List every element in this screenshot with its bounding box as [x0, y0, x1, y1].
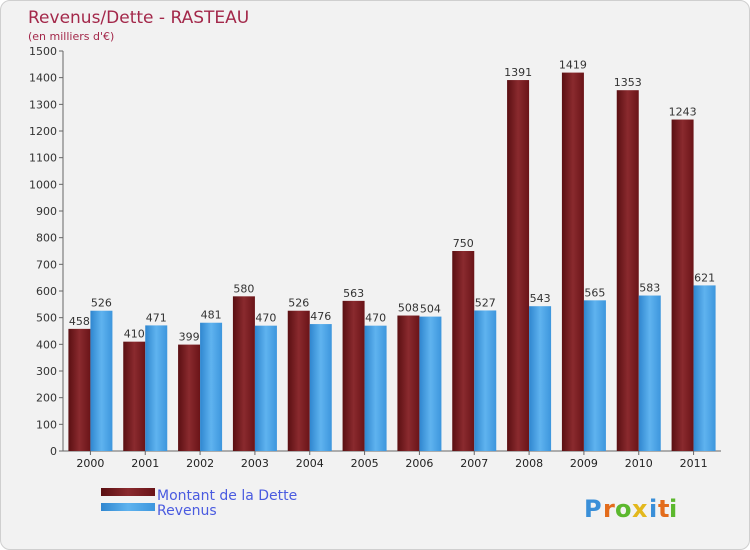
revenus-value-label: 527 — [475, 296, 496, 309]
logo-letter: P — [584, 495, 602, 523]
debt-value-label: 410 — [124, 328, 145, 341]
logo-letter: t — [658, 495, 669, 523]
y-tick-label: 1400 — [29, 72, 57, 85]
revenus-bar — [309, 324, 332, 451]
debt-value-label: 563 — [343, 287, 364, 300]
y-tick-label: 1300 — [29, 98, 57, 111]
debt-bar — [68, 328, 91, 451]
logo-letter: i — [649, 495, 657, 523]
debt-bar — [397, 315, 420, 451]
y-tick-label: 300 — [36, 365, 57, 378]
debt-value-label: 399 — [179, 331, 200, 344]
debt-value-label: 458 — [69, 315, 90, 328]
debt-bar — [342, 300, 365, 451]
legend-debt-swatch — [101, 488, 155, 496]
y-tick-label: 900 — [36, 205, 57, 218]
debt-value-label: 750 — [453, 237, 474, 250]
revenus-value-label: 470 — [365, 312, 386, 325]
y-tick-label: 600 — [36, 285, 57, 298]
x-tick-label: 2006 — [405, 457, 433, 470]
x-tick-label: 2009 — [570, 457, 598, 470]
y-axis: 0 100 200 300 400 500 600 700 800 900 1000 1100 1200… — [29, 45, 64, 458]
revenus-value-label: 526 — [91, 297, 112, 310]
x-tick-label: 2003 — [241, 457, 269, 470]
revenus-value-label: 621 — [694, 271, 715, 284]
logo-letter: x — [632, 495, 648, 523]
revenus-value-label: 470 — [255, 312, 276, 325]
debt-value-label: 1391 — [504, 66, 532, 79]
revenus-bar — [254, 325, 277, 451]
debt-bar — [616, 90, 639, 451]
revenus-value-label: 583 — [639, 282, 660, 295]
legend-debt-label: Montant de la Dette — [157, 488, 297, 504]
logo-letter: r — [603, 495, 615, 523]
debt-value-label: 580 — [233, 282, 254, 295]
x-tick-label: 2010 — [625, 457, 653, 470]
revenus-bar — [474, 310, 497, 451]
revenus-bar — [638, 295, 661, 451]
y-tick-label: 1100 — [29, 152, 57, 165]
y-tick-label: 100 — [36, 418, 57, 431]
debt-bar — [287, 310, 310, 451]
x-tick-label: 2008 — [515, 457, 543, 470]
revenus-value-label: 565 — [584, 286, 605, 299]
debt-bar — [507, 80, 530, 452]
chart-title: Revenus/Dette - RASTEAU — [28, 8, 249, 28]
revenus-bar — [145, 325, 168, 451]
y-tick-label: 1500 — [29, 45, 57, 58]
x-tick-label: 2004 — [296, 457, 324, 470]
debt-bar — [123, 341, 146, 451]
revenus-bar — [529, 306, 552, 451]
debt-value-label: 526 — [288, 297, 309, 310]
revenus-value-label: 504 — [420, 303, 441, 316]
debt-value-label: 1243 — [669, 106, 697, 119]
y-tick-label: 1200 — [29, 125, 57, 138]
revenus-bar — [583, 300, 606, 451]
revenus-bar — [693, 285, 716, 451]
revenus-bar — [90, 310, 113, 451]
revenus-bar — [200, 322, 223, 451]
revenus-value-label: 543 — [530, 292, 551, 305]
x-tick-label: 2007 — [460, 457, 488, 470]
debt-value-label: 508 — [398, 302, 419, 315]
debt-bar — [561, 72, 584, 451]
debt-bar — [671, 119, 694, 452]
x-tick-label: 2011 — [680, 457, 708, 470]
x-tick-label: 2000 — [76, 457, 104, 470]
y-tick-label: 700 — [36, 258, 57, 271]
y-tick-label: 500 — [36, 312, 57, 325]
debt-value-label: 1419 — [559, 59, 587, 72]
x-tick-label: 2002 — [186, 457, 214, 470]
y-tick-label: 0 — [50, 445, 57, 458]
debt-bar — [232, 296, 255, 451]
revenus-bar — [364, 325, 387, 451]
logo-letter: o — [615, 495, 632, 523]
debt-bar — [452, 251, 475, 451]
legend-revenus-swatch — [101, 503, 155, 511]
revenus-value-label: 471 — [146, 311, 167, 324]
logo-letter: i — [669, 495, 677, 523]
y-tick-label: 1000 — [29, 178, 57, 191]
chart-subtitle: (en milliers d'€) — [28, 30, 114, 43]
x-tick-label: 2005 — [351, 457, 379, 470]
x-axis: 2000 2001 2002 2003 2004 2005 2006 2007 2008 2009… — [63, 450, 721, 470]
debt-bar — [178, 344, 201, 451]
debt-value-label: 1353 — [614, 76, 642, 89]
y-tick-label: 800 — [36, 232, 57, 245]
y-tick-label: 200 — [36, 392, 57, 405]
x-tick-label: 2001 — [131, 457, 159, 470]
revenus-value-label: 476 — [310, 310, 331, 323]
y-tick-label: 400 — [36, 338, 57, 351]
legend-revenus-label: Revenus — [157, 503, 217, 519]
revenus-value-label: 481 — [201, 309, 222, 322]
revenus-bar — [419, 316, 442, 451]
